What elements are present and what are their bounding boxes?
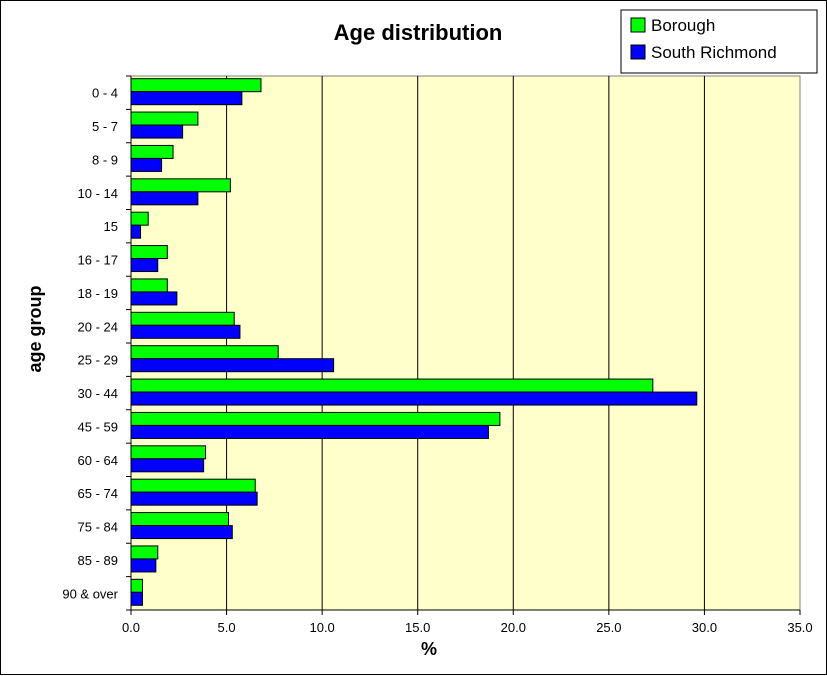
bar-borough-16-17 [130,245,168,260]
bar-south-richmond-85-89 [130,558,157,573]
y-tick-label-85-89: 85 - 89 [78,553,118,568]
bar-south-richmond-65-74 [130,491,258,506]
y-tick-label-30-44: 30 - 44 [78,386,118,401]
y-tick-label-45-59: 45 - 59 [78,419,118,434]
y-tick-label-0-4: 0 - 4 [92,86,118,101]
y-tick-label-75-84: 75 - 84 [78,520,118,535]
bar-south-richmond-75-84 [130,525,233,540]
legend-swatch-borough [630,17,646,33]
bar-borough-25-29 [130,345,279,360]
bar-borough-18-19 [130,278,168,293]
bar-borough-65-74 [130,478,256,493]
bar-south-richmond-15 [130,224,142,239]
bar-south-richmond-5-7 [130,124,184,139]
bar-south-richmond-25-29 [130,358,335,373]
x-tick-label-10-0: 10.0 [309,620,334,635]
bar-borough-5-7 [130,111,199,126]
y-tick-label-20-24: 20 - 24 [78,319,118,334]
bar-borough-10-14 [130,178,231,193]
bar-south-richmond-20-24 [130,324,241,339]
bar-south-richmond-8-9 [130,157,163,172]
bar-borough-15 [130,211,149,226]
bar-borough-85-89 [130,545,159,560]
y-tick-label-65-74: 65 - 74 [78,486,118,501]
bar-borough-75-84 [130,512,229,527]
y-tick-label-16-17: 16 - 17 [78,253,118,268]
y-axis-label: age group [25,285,45,372]
x-tick-label-15-0: 15.0 [405,620,430,635]
y-tick-label-5-7: 5 - 7 [92,119,118,134]
legend: Borough South Richmond [620,9,818,74]
bar-south-richmond-18-19 [130,291,178,306]
y-tick-label-10-14: 10 - 14 [78,186,118,201]
bar-borough-0-4 [130,78,262,93]
x-tick-label-0-0: 0.0 [122,620,140,635]
bar-borough-20-24 [130,311,235,326]
bar-borough-8-9 [130,144,174,159]
y-tick-label-60-64: 60 - 64 [78,453,118,468]
x-tick-label-5-0: 5.0 [218,620,236,635]
y-tick-label-8-9: 8 - 9 [92,152,118,167]
x-axis-label: % [421,639,437,659]
bars [130,78,698,606]
bar-south-richmond-90-and-over [130,591,143,606]
bar-south-richmond-16-17 [130,258,159,273]
bar-south-richmond-30-44 [130,391,698,406]
y-tick-label-90-and-over: 90 & over [62,586,118,601]
y-tick-label-15: 15 [104,219,118,234]
bar-south-richmond-60-64 [130,458,205,473]
bar-borough-30-44 [130,378,654,393]
x-tick-label-25-0: 25.0 [596,620,621,635]
x-tick-label-30-0: 30.0 [692,620,717,635]
y-axis: 0 - 4 5 - 7 8 - 9 10 - 14 15 16 - 17 18 - 19 20… [62,75,132,611]
y-tick-label-18-19: 18 - 19 [78,286,118,301]
bar-borough-90-and-over [130,578,143,593]
plot-area [130,75,801,611]
bar-south-richmond-10-14 [130,191,199,206]
x-tick-label-35-0: 35.0 [787,620,812,635]
legend-label-borough: Borough [651,16,715,35]
chart-title: Age distribution [334,20,503,45]
y-tick-label-25-29: 25 - 29 [78,353,118,368]
bar-south-richmond-0-4 [130,91,243,106]
x-axis: 0.0 5.0 10.0 15.0 20.0 25.0 30.0 35.0 [122,609,813,635]
legend-swatch-south-richmond [630,44,646,60]
bar-borough-45-59 [130,411,501,426]
legend-label-south-richmond: South Richmond [651,43,777,62]
x-tick-label-20-0: 20.0 [501,620,526,635]
bar-south-richmond-45-59 [130,424,489,439]
bar-borough-60-64 [130,445,207,460]
legend-box [620,9,818,74]
